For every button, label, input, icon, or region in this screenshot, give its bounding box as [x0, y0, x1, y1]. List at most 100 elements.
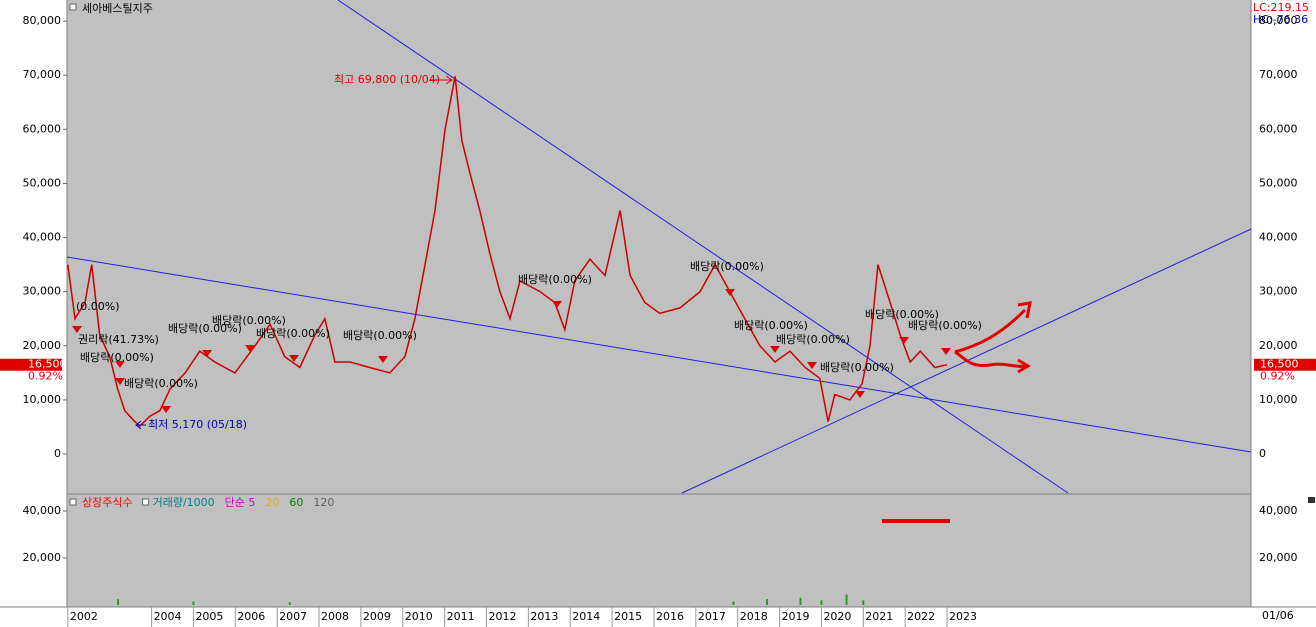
plot-bg	[67, 0, 1251, 607]
annotation: 배당락(0.00%)	[820, 361, 894, 374]
y-tick-label: 10,000	[23, 393, 62, 406]
annotation: 배당락(0.00%)	[734, 319, 808, 332]
x-tick-label: 2007	[279, 610, 307, 623]
legend-label: 거래량/1000	[153, 496, 215, 509]
annotation: 배당락(0.00%)	[256, 327, 330, 340]
dividend-marker	[245, 345, 255, 352]
volume-bar	[766, 599, 769, 605]
price-label: 16,500	[1260, 358, 1299, 371]
volume-bar	[732, 601, 735, 605]
price-box	[0, 358, 62, 371]
annotation: 배당락(0.00%)	[518, 273, 592, 286]
legend-label: 20	[265, 496, 279, 509]
y-tick-label: 40,000	[23, 231, 62, 244]
x-tick-label: 2006	[237, 610, 265, 623]
change-label: 0.92%	[28, 370, 63, 383]
annotation: 배당락(0.00%)	[865, 308, 939, 321]
x-tick-label: 2013	[530, 610, 558, 623]
x-tick-label: 2021	[865, 610, 893, 623]
dividend-marker	[770, 346, 780, 353]
y-tick-label: 20,000	[23, 339, 62, 352]
dividend-marker	[115, 361, 125, 368]
y-tick-label: 20,000	[1259, 551, 1298, 564]
y-tick-label: 30,000	[23, 285, 62, 298]
x-tick-label: 2023	[949, 610, 977, 623]
annotation: 배당락(0.00%)	[80, 351, 154, 364]
legend-label: 상장주식수	[82, 496, 133, 509]
volume-bar	[192, 601, 195, 605]
y-tick-label: 20,000	[1259, 339, 1298, 352]
dividend-marker	[289, 355, 299, 362]
drawing	[954, 301, 1032, 374]
dividend-marker	[72, 326, 82, 333]
legend-label: 120	[313, 496, 334, 509]
legend-label: 단순 5	[225, 496, 256, 509]
x-tick-label: 2002	[70, 610, 98, 623]
y-tick-label: 60,000	[1259, 122, 1298, 135]
x-tick-label: 2011	[447, 610, 475, 623]
volume-bar	[845, 594, 848, 605]
y-tick-label: 70,000	[23, 68, 62, 81]
volume-bar	[117, 599, 120, 605]
dividend-marker	[552, 301, 562, 308]
dividend-marker	[899, 337, 909, 344]
volume-bar	[862, 600, 865, 605]
corner-label: HC:-76.36	[1253, 13, 1308, 26]
arrow	[430, 75, 453, 85]
y-tick-label: 0	[1259, 447, 1266, 460]
trendline	[337, 0, 1069, 494]
y-tick-label: 70,000	[1259, 68, 1298, 81]
x-tick-label: 2022	[907, 610, 935, 623]
x-tick-label: 2012	[489, 610, 517, 623]
y-tick-label: 40,000	[1259, 231, 1298, 244]
chart-title: 세아베스틸지주	[82, 2, 153, 15]
dividend-marker	[161, 406, 171, 413]
dividend-marker	[115, 378, 125, 385]
dividend-marker	[202, 350, 212, 357]
y-tick-label: 30,000	[1259, 285, 1298, 298]
icon	[69, 498, 77, 506]
x-tick-label: 2004	[154, 610, 182, 623]
price-box	[1254, 358, 1316, 371]
x-tick-label: 2009	[363, 610, 391, 623]
y-tick-label: 40,000	[1259, 504, 1298, 517]
icon	[142, 498, 150, 506]
x-end-label: 01/06	[1262, 609, 1294, 622]
annotation: 배당락(0.00%)	[908, 319, 982, 332]
y-tick-label: 50,000	[1259, 176, 1298, 189]
trendline	[66, 256, 1252, 453]
x-tick-label: 2019	[782, 610, 810, 623]
y-tick-label: 50,000	[23, 176, 62, 189]
dividend-marker	[725, 289, 735, 296]
dividend-marker	[378, 356, 388, 363]
x-tick-label: 2018	[740, 610, 768, 623]
icon	[69, 3, 77, 11]
corner-label: LC:219.15	[1253, 1, 1309, 14]
y-tick-label: 80,000	[23, 14, 62, 27]
annotation: 권리락(41.73%)	[78, 333, 159, 346]
arrow	[135, 420, 146, 430]
legend-label: 60	[289, 496, 303, 509]
dividend-marker	[855, 391, 865, 398]
annotation: 배당락(0.00%)	[690, 260, 764, 273]
x-tick-label: 2017	[698, 610, 726, 623]
price-label: 16,500	[28, 358, 67, 371]
y-tick-label: 60,000	[23, 122, 62, 135]
annotation: 배당락(0.00%)	[343, 329, 417, 342]
annotation: 최저 5,170 (05/18)	[148, 418, 247, 431]
dividend-marker	[941, 348, 951, 355]
y-tick-label: 40,000	[23, 504, 62, 517]
icon	[1308, 497, 1315, 503]
price-line	[67, 76, 948, 428]
y-tick-label: 80,000	[1259, 14, 1298, 27]
y-tick-label: 20,000	[23, 551, 62, 564]
annotation: (0.00%)	[76, 300, 120, 313]
volume-bar	[288, 602, 291, 605]
x-tick-label: 2014	[572, 610, 600, 623]
dividend-marker	[807, 362, 817, 369]
x-tick-label: 2008	[321, 610, 349, 623]
x-tick-label: 2005	[195, 610, 223, 623]
x-tick-label: 2010	[405, 610, 433, 623]
